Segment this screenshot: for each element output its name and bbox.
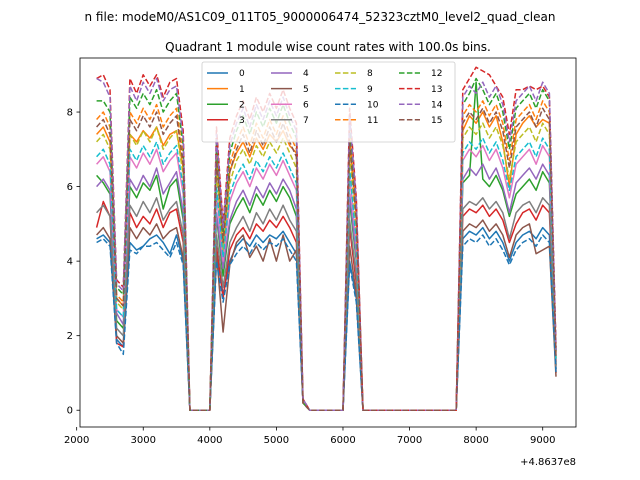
y-tick-label: 4 bbox=[67, 257, 73, 268]
x-tick-label: 8000 bbox=[463, 435, 488, 446]
y-tick-label: 2 bbox=[67, 331, 73, 342]
x-tick-label: 3000 bbox=[131, 435, 156, 446]
legend-label-4: 4 bbox=[303, 69, 309, 79]
legend-label-15: 15 bbox=[431, 116, 442, 126]
plot-area bbox=[95, 66, 557, 411]
legend-label-3: 3 bbox=[239, 116, 245, 126]
x-tick-label: 2000 bbox=[64, 435, 89, 446]
legend-label-8: 8 bbox=[367, 69, 373, 79]
y-tick-label: 6 bbox=[67, 182, 73, 193]
legend-label-0: 0 bbox=[239, 69, 245, 79]
legend-label-7: 7 bbox=[303, 116, 309, 126]
legend-label-2: 2 bbox=[239, 100, 245, 110]
x-tick-label: 4000 bbox=[197, 435, 222, 446]
axes-frame bbox=[79, 57, 577, 428]
y-tick-label: 0 bbox=[67, 406, 73, 417]
chart-title: Quadrant 1 module wise count rates with … bbox=[165, 40, 491, 54]
legend-label-14: 14 bbox=[431, 100, 443, 110]
legend-label-6: 6 bbox=[303, 100, 309, 110]
legend-label-10: 10 bbox=[367, 100, 379, 110]
legend-label-11: 11 bbox=[367, 116, 378, 126]
series-line-14 bbox=[96, 77, 557, 411]
suptitle: n file: modeM0/AS1C09_011T05_9000006474_… bbox=[85, 10, 556, 24]
y-tick-label: 8 bbox=[67, 108, 73, 119]
legend-label-13: 13 bbox=[431, 85, 442, 95]
x-tick-label: 5000 bbox=[264, 435, 289, 446]
x-tick-label: 6000 bbox=[330, 435, 355, 446]
series-line-15 bbox=[96, 107, 557, 411]
legend-label-1: 1 bbox=[239, 85, 245, 95]
series-line-8 bbox=[96, 122, 557, 411]
axes: 2000 3000 4000 5000 6000 7000 8000 9000 0 2 4 6 8 bbox=[64, 57, 577, 446]
legend-label-9: 9 bbox=[367, 85, 373, 95]
x-tick-label: 9000 bbox=[530, 435, 555, 446]
x-offset-label: +4.8637e8 bbox=[520, 457, 576, 468]
legend-label-12: 12 bbox=[431, 69, 442, 79]
x-tick-label: 7000 bbox=[397, 435, 422, 446]
legend-box bbox=[201, 61, 456, 143]
legend-label-5: 5 bbox=[303, 85, 309, 95]
